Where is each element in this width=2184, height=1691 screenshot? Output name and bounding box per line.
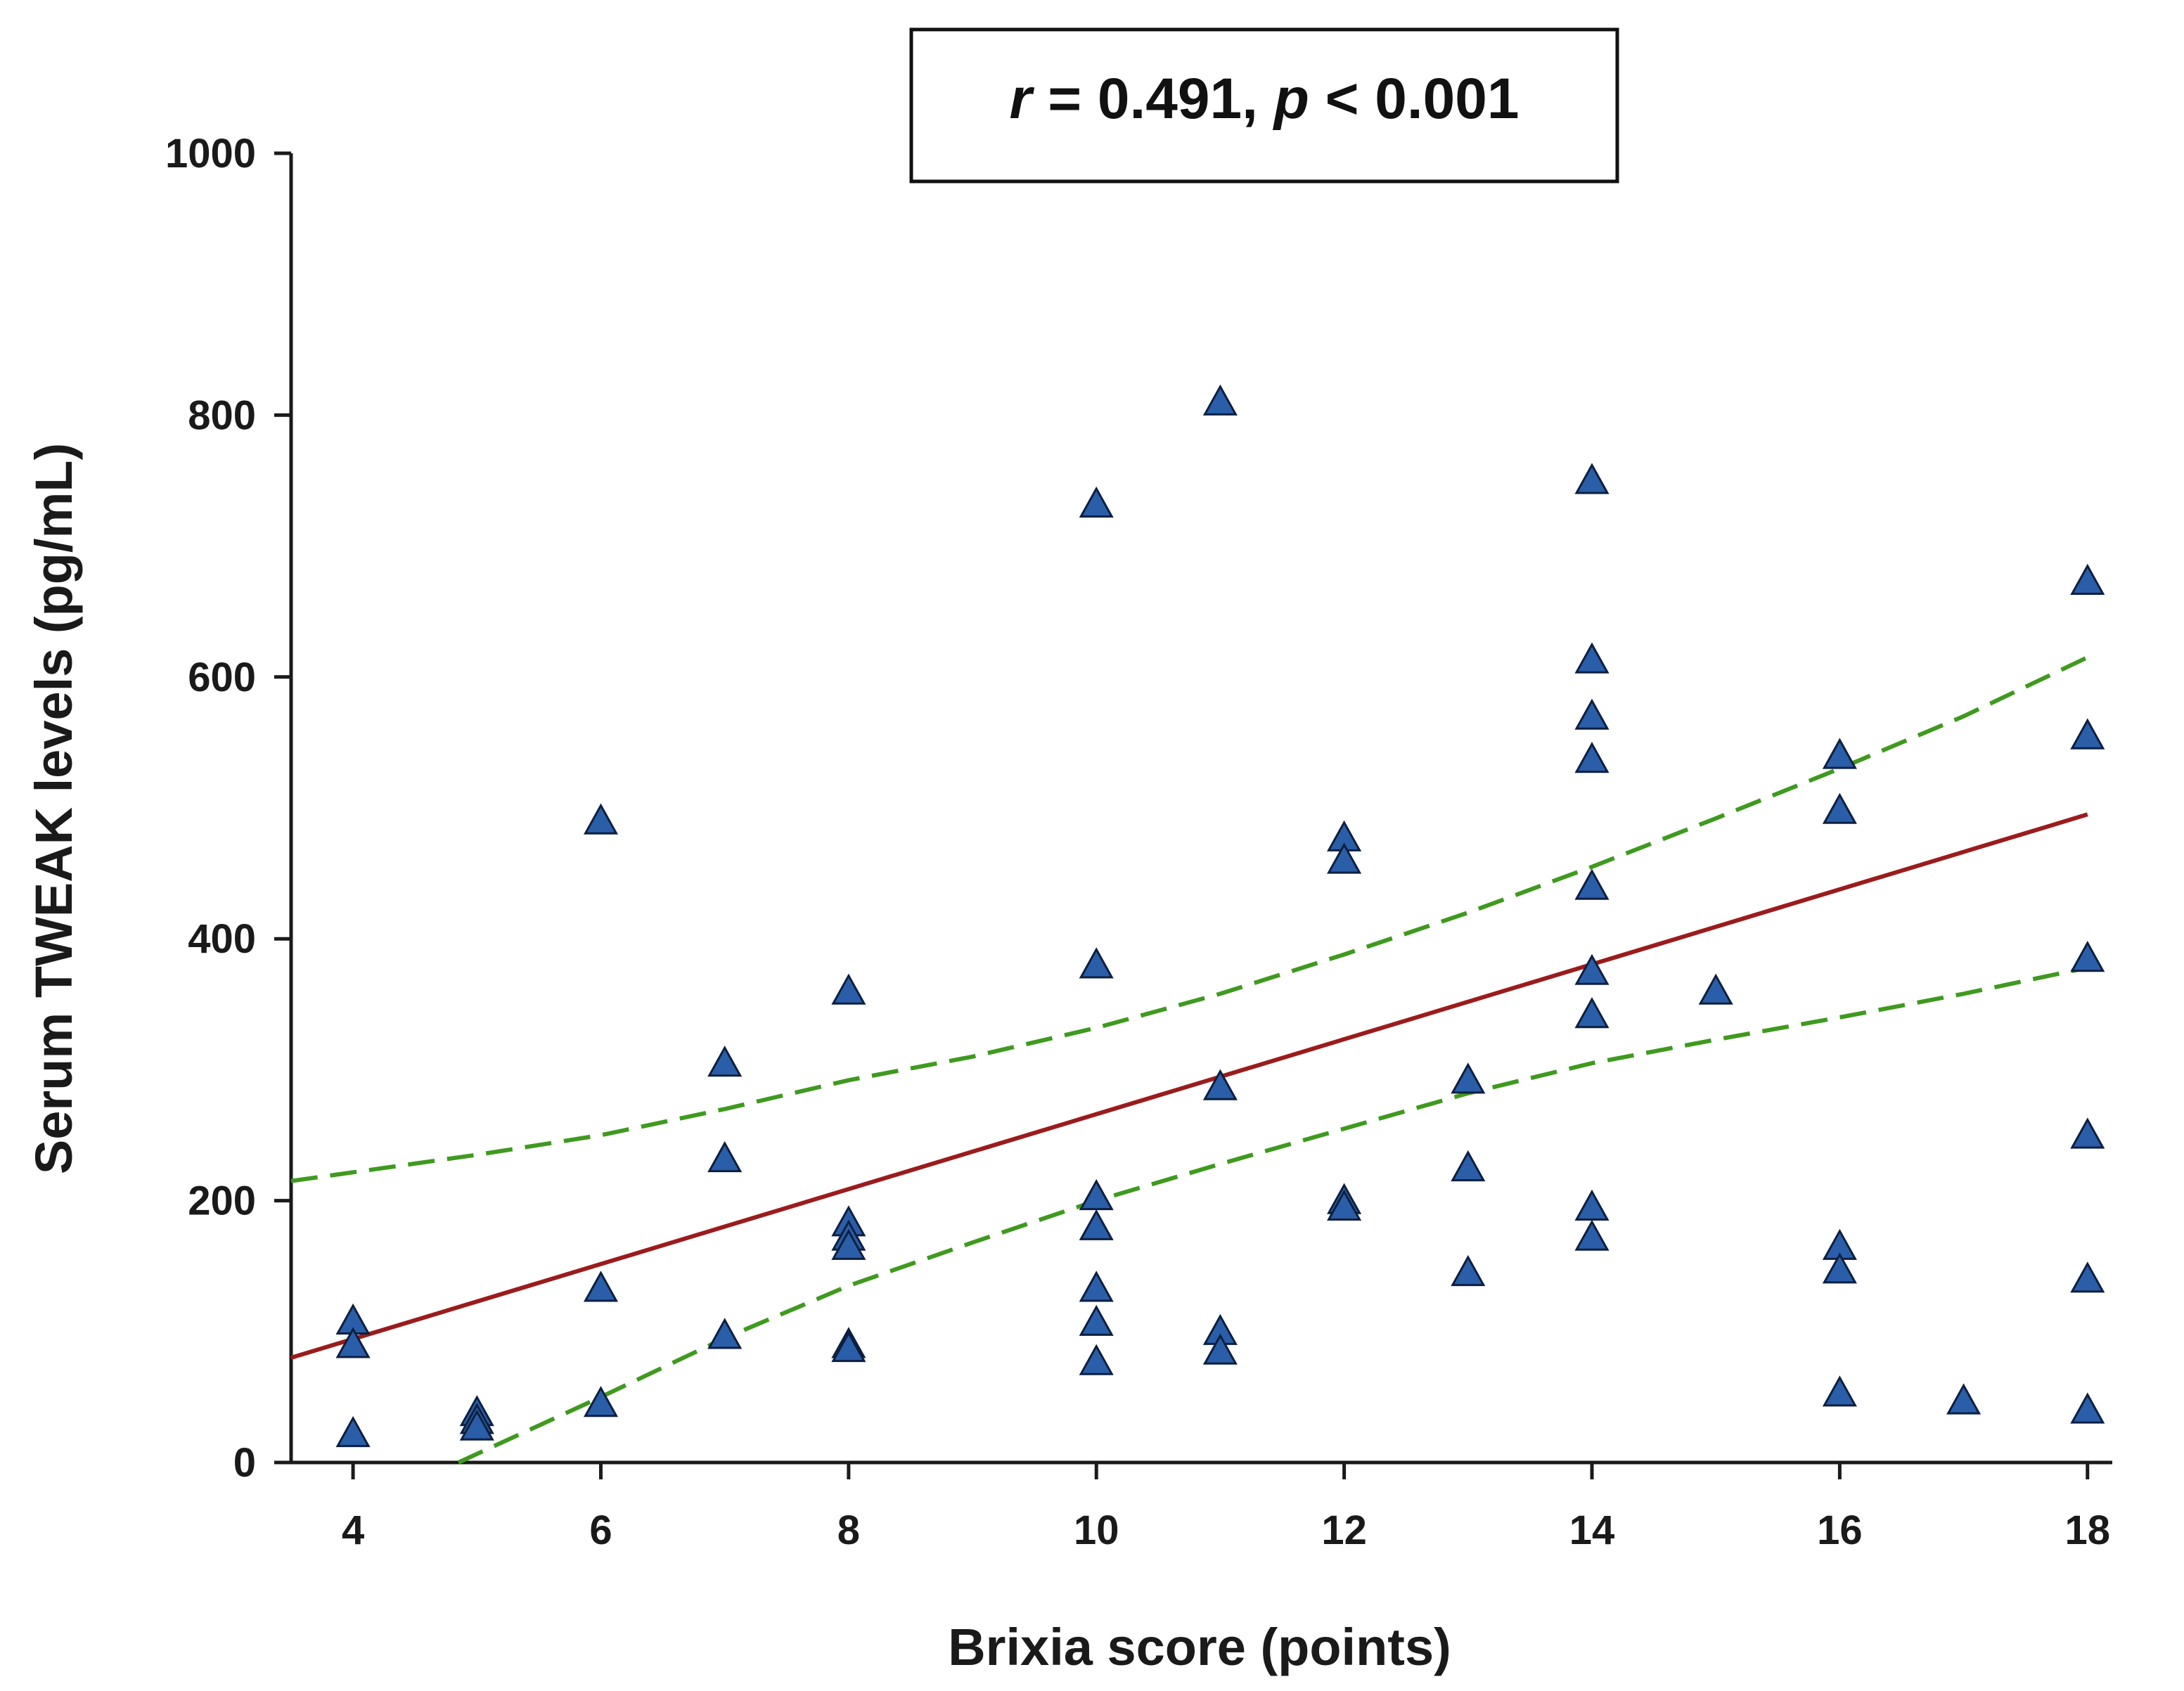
- y-tick-label: 1000: [165, 131, 256, 176]
- data-point-triangle: [335, 1327, 371, 1358]
- data-point-triangle: [1822, 1375, 1857, 1407]
- data-point-triangle: [1079, 1209, 1114, 1240]
- data-point-triangle: [1079, 486, 1114, 518]
- confidence-upper-line: [290, 655, 2089, 1183]
- data-point-triangle: [1202, 1069, 1238, 1100]
- data-point-triangle: [2070, 1392, 2105, 1424]
- data-point-triangle: [1451, 1062, 1486, 1094]
- data-point-triangle: [2070, 941, 2105, 972]
- x-axis-title: Brixia score (points): [948, 1618, 1451, 1676]
- annotation-frame: [909, 27, 1619, 184]
- data-point-triangle: [1574, 642, 1610, 674]
- annotation-p-symbol: p: [1273, 67, 1309, 131]
- data-point-triangle: [1574, 868, 1610, 900]
- data-point-triangle: [1451, 1150, 1486, 1182]
- y-axis-title: Serum TWEAK levels (pg/mL): [25, 443, 83, 1174]
- x-tick-label: 8: [837, 1507, 860, 1553]
- data-point-triangle: [1079, 1304, 1114, 1336]
- fit-lines: [290, 655, 2089, 1465]
- y-tick-label: 600: [188, 655, 256, 700]
- x-tick-label: 14: [1569, 1507, 1615, 1553]
- y-tick-label: 0: [233, 1440, 256, 1486]
- data-point-triangle: [1202, 1333, 1238, 1365]
- data-point-triangle: [1822, 738, 1857, 769]
- annotation-r-value: = 0.491,: [1032, 67, 1273, 131]
- data-point-triangle: [335, 1415, 371, 1448]
- data-point-triangle: [1079, 1344, 1114, 1375]
- data-point-triangle: [2070, 1117, 2105, 1149]
- data-point-triangle: [1574, 997, 1610, 1029]
- annotation-r-symbol: r: [1010, 67, 1035, 131]
- data-point-triangle: [831, 1228, 866, 1260]
- data-point-triangle: [1574, 1189, 1610, 1221]
- axes: 4 6 8 10 12 14 16 18 0 200 400 600 800 1000: [165, 131, 2112, 1553]
- data-point-triangle: [1079, 947, 1114, 979]
- y-tick-label: 800: [188, 392, 256, 438]
- y-tick-label: 400: [188, 916, 256, 962]
- data-point-triangle: [583, 1271, 619, 1302]
- data-point-triangle: [1946, 1383, 1981, 1415]
- data-point-triangle: [1574, 1219, 1610, 1251]
- data-point-triangle: [583, 803, 619, 835]
- x-tick-label: 16: [1817, 1507, 1863, 1553]
- data-point-triangle: [2070, 563, 2105, 595]
- x-tick-label: 18: [2065, 1507, 2111, 1553]
- data-point-triangle: [707, 1318, 743, 1349]
- data-point-triangle: [1327, 842, 1362, 874]
- annotation-text: r = 0.491, p < 0.001: [1010, 67, 1520, 131]
- correlation-annotation: r = 0.491, p < 0.001: [909, 27, 1619, 184]
- data-point-triangle: [2070, 718, 2105, 750]
- data-point-triangle: [1698, 973, 1733, 1005]
- data-point-triangle: [707, 1140, 743, 1173]
- regression-line: [290, 812, 2088, 1360]
- data-point-triangle: [1079, 1178, 1114, 1211]
- x-tick-label: 6: [589, 1507, 612, 1553]
- data-point-triangle: [707, 1046, 743, 1077]
- data-point-triangle: [1574, 742, 1610, 773]
- data-point-triangle: [1574, 463, 1610, 494]
- data-point-triangle: [1822, 792, 1857, 824]
- data-point-triangle: [1574, 698, 1610, 730]
- data-point-triangle: [1822, 1252, 1857, 1284]
- data-point-triangle: [831, 973, 866, 1005]
- data-point-triangle: [831, 1330, 866, 1363]
- data-point-triangle: [1327, 1189, 1362, 1221]
- data-point-triangle: [1451, 1254, 1486, 1287]
- data-point-triangle: [1079, 1271, 1114, 1302]
- data-point-triangle: [2070, 1261, 2105, 1293]
- data-points: [335, 384, 2105, 1448]
- confidence-lower-line: [457, 965, 2088, 1465]
- y-tick-label: 200: [188, 1178, 256, 1224]
- data-point-triangle: [1574, 953, 1610, 985]
- data-point-triangle: [1202, 384, 1238, 416]
- data-point-triangle: [583, 1386, 619, 1417]
- x-tick-label: 10: [1074, 1507, 1119, 1553]
- data-point-triangle: [459, 1409, 494, 1441]
- x-tick-label: 12: [1321, 1507, 1367, 1553]
- x-tick-label: 4: [342, 1507, 364, 1553]
- annotation-p-value: < 0.001: [1309, 67, 1520, 131]
